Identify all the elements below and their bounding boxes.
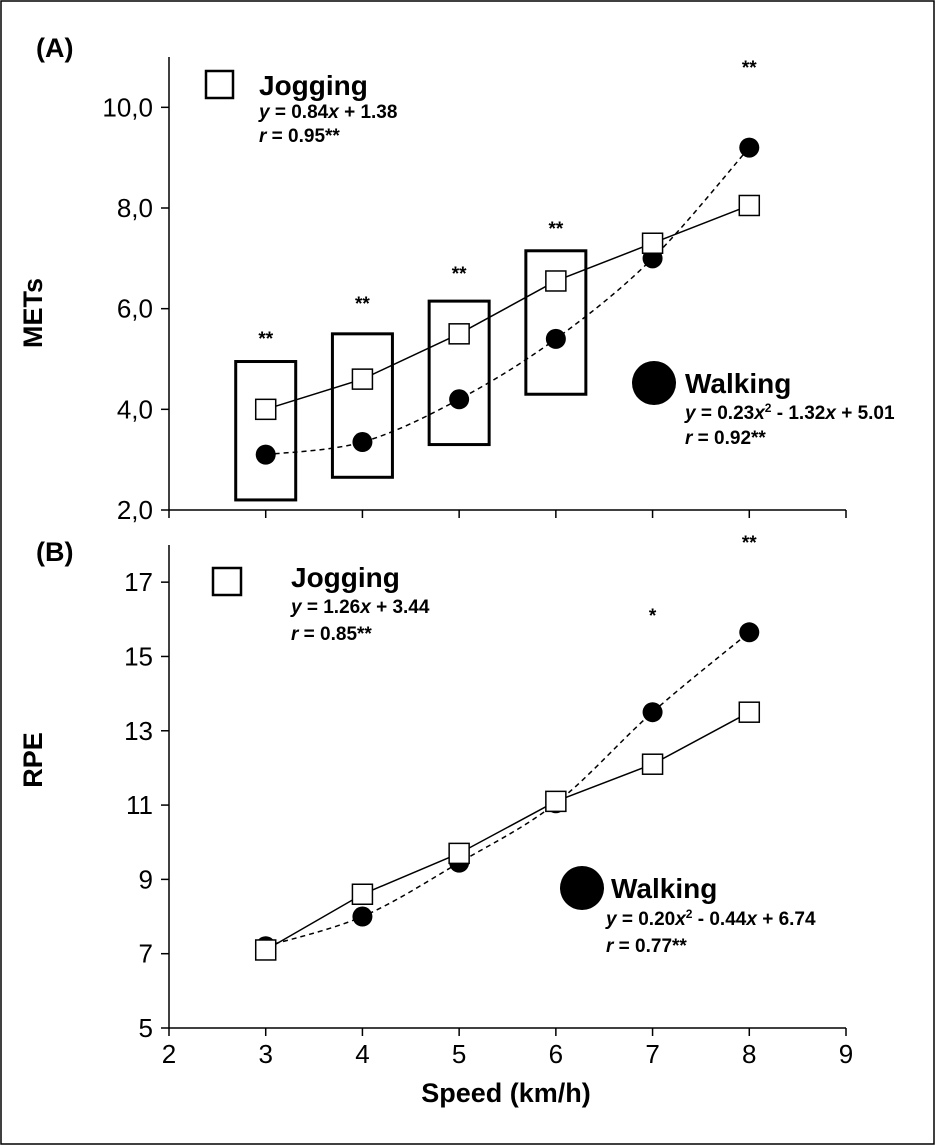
panel-a-walking-point [545, 328, 566, 349]
panel-b-jogging-point [351, 883, 374, 905]
panel-a-y-tick-label: 4,0 [117, 394, 153, 424]
panel-a-walking-r: r = 0.92** [685, 428, 766, 449]
panel-a-jogging-point [641, 232, 664, 254]
panel-a-jogging-equation: y = 0.84x + 1.38 [258, 102, 397, 123]
panel-a-y-tick-label: 8,0 [117, 193, 153, 223]
panel-a-walking-point [352, 432, 373, 453]
panel-b-y-tick-label: 7 [139, 939, 153, 969]
panel-a-y-tick-label: 10,0 [102, 92, 153, 122]
panel-b-y-tick-label: 11 [126, 790, 153, 820]
panel-a-range-box [524, 249, 588, 396]
panel-a-walking-legend-marker [632, 361, 676, 405]
panel-b-y-tick-label: 17 [124, 567, 153, 597]
panel-a-walking-line [265, 147, 750, 456]
panel-b-ylabel: RPE [18, 732, 48, 788]
panel-a-significance-mark: ** [548, 219, 563, 240]
panel-b-jogging-line [265, 711, 750, 951]
panel-a-ylabel: METs [18, 278, 48, 348]
panel-b-walking-r: r = 0.77** [606, 936, 687, 957]
panel-b-y-tick-label: 9 [139, 864, 153, 894]
panel-b-jogging-point [448, 842, 470, 865]
panel-a-walking-point [255, 444, 276, 465]
panel-a-walking-point [739, 137, 760, 158]
panel-a-y-tick-label: 6,0 [117, 294, 153, 324]
panel-b-x-tick-label: 7 [645, 1039, 659, 1069]
panel-b-jogging-legend-label: Jogging [291, 562, 400, 593]
panel-b-x-tick-label: 6 [549, 1039, 563, 1069]
panel-b-jogging-r: r = 0.85** [291, 624, 372, 645]
panel-b-y-tick-label: 5 [139, 1013, 153, 1043]
panel-a-jogging-point [254, 398, 277, 421]
panel-a-jogging-point [448, 323, 470, 345]
panel-b-y-tick-label: 13 [124, 716, 153, 746]
panel-b-x-tick-label: 9 [839, 1039, 853, 1069]
panel-b-x-tick-label: 3 [258, 1039, 272, 1069]
panel-a-range-box [330, 332, 394, 479]
panel-b-y-tick-label: 15 [124, 641, 153, 671]
panel-b-significance-mark: ** [742, 533, 757, 554]
panel-b-jogging-point [545, 790, 567, 813]
panel-a-walking-equation: y = 0.23x2 - 1.32x + 5.01 [684, 401, 895, 424]
panel-b-jogging-point [641, 753, 664, 775]
panel-b-jogging-point [254, 939, 277, 961]
panel-b-jogging-legend-marker [211, 566, 243, 597]
panel-a-significance-mark: ** [452, 264, 467, 285]
panel-a-jogging-point [351, 368, 374, 390]
panel-a-range-box [234, 360, 298, 502]
panel-b-walking-equation: y = 0.20x2 - 0.44x + 6.74 [605, 907, 816, 930]
panel-a-jogging-legend-marker [204, 69, 235, 100]
panel-b-x-tick-label: 4 [355, 1039, 369, 1069]
panel-b-x-tick-label: 2 [162, 1039, 176, 1069]
panel-a-jogging-line [265, 204, 750, 411]
panel-b-xlabel: Speed (km/h) [421, 1078, 591, 1108]
panel-a-y-tick-label: 2,0 [117, 495, 153, 525]
panel-a-walking-point [449, 389, 470, 410]
panel-b-jogging-equation: y = 1.26x + 3.44 [290, 597, 430, 618]
panel-b-jogging-point [738, 701, 761, 723]
panel-b-label: (B) [36, 537, 73, 567]
panel-b-walking-legend-label: Walking [611, 873, 717, 904]
panel-a-jogging-point [738, 194, 761, 217]
panel-a-plot: 2,0 4,0 6,0 8,0 10,0 ** ** ** ** ** [102, 57, 847, 525]
panel-b-walking-point [739, 622, 760, 643]
panel-a-significance-mark: ** [355, 294, 370, 315]
panel-a-range-box [427, 299, 491, 447]
panel-b-walking-point [352, 906, 373, 927]
panel-b-significance-mark: * [649, 606, 657, 627]
panel-b-walking-point [642, 702, 663, 723]
panel-a-significance-mark: ** [742, 58, 757, 79]
panel-a-jogging-r: r = 0.95** [259, 126, 340, 147]
panel-b-x-tick-label: 5 [452, 1039, 466, 1069]
panel-a-jogging-legend-label: Jogging [259, 70, 368, 101]
panel-b-x-tick-label: 8 [742, 1039, 756, 1069]
panel-a-walking-legend-label: Walking [685, 368, 791, 399]
panel-b-walking-legend-marker [560, 866, 604, 910]
panel-a-jogging-point [545, 270, 567, 292]
panel-a-significance-mark: ** [258, 329, 273, 350]
panel-a-label: (A) [36, 33, 73, 63]
